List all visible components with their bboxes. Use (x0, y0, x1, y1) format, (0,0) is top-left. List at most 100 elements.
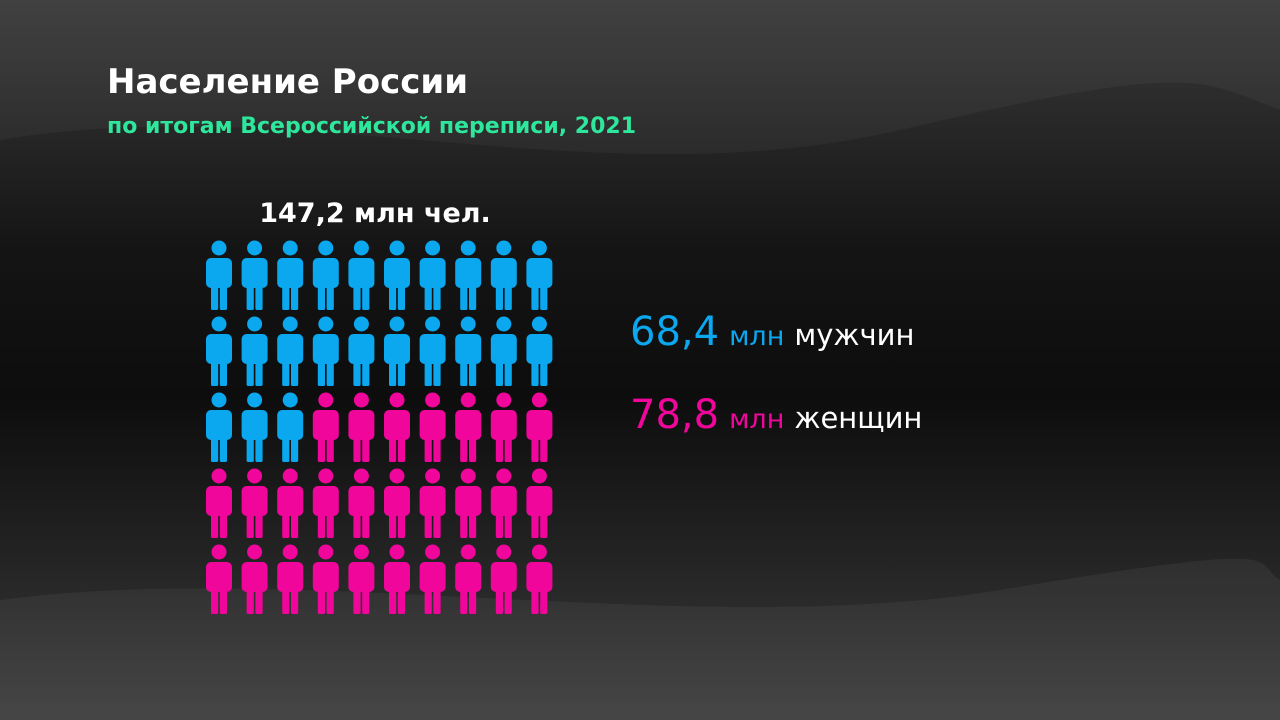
icon-body (277, 334, 304, 364)
icon-leg (531, 584, 539, 614)
person-icon (490, 240, 517, 310)
icon-body (348, 258, 375, 288)
person-icon (384, 468, 410, 538)
icon-head (425, 240, 441, 256)
icon-body (455, 486, 482, 516)
icon-head (460, 544, 476, 560)
person-icon (277, 392, 304, 462)
title: Население России (107, 62, 468, 102)
person-icon (419, 468, 446, 538)
icon-leg (362, 280, 370, 310)
icon-leg (389, 584, 397, 614)
icon-leg (353, 280, 361, 310)
icon-leg (219, 508, 227, 538)
icon-head (460, 468, 476, 484)
icon-leg (389, 356, 397, 386)
person-icon (206, 316, 232, 386)
icon-body (206, 410, 232, 440)
icon-body (455, 410, 482, 440)
person-icon (277, 544, 304, 614)
icon-leg (211, 356, 219, 386)
person-icon (526, 240, 553, 310)
person-icon (384, 392, 410, 462)
icon-leg (433, 584, 441, 614)
icon-head (389, 392, 405, 408)
icon-leg (397, 356, 405, 386)
icon-head (318, 316, 334, 332)
icon-body (312, 486, 339, 516)
icon-leg (495, 356, 503, 386)
icon-leg (469, 508, 477, 538)
person-icon (455, 316, 482, 386)
icon-body (348, 486, 375, 516)
icon-head (247, 392, 263, 408)
icon-head (318, 468, 334, 484)
icon-body (206, 562, 232, 592)
icon-body (241, 486, 268, 516)
icon-leg (362, 356, 370, 386)
icon-head (531, 544, 547, 560)
icon-head (247, 468, 263, 484)
icon-leg (460, 584, 468, 614)
icon-head (389, 240, 405, 256)
icon-leg (433, 432, 441, 462)
person-icon (526, 392, 553, 462)
icon-body (419, 258, 446, 288)
icon-head (247, 316, 263, 332)
icon-leg (291, 432, 299, 462)
icon-head (211, 316, 227, 332)
icon-leg (424, 356, 432, 386)
icon-leg (495, 584, 503, 614)
legend-entry: 68,4 млн мужчин (630, 309, 914, 355)
icon-leg (362, 432, 370, 462)
icon-leg (540, 508, 548, 538)
icon-body (348, 562, 375, 592)
icon-body (206, 334, 232, 364)
icon-head (496, 544, 512, 560)
person-icon (490, 468, 517, 538)
icon-leg (326, 584, 334, 614)
person-icon (490, 544, 517, 614)
icon-leg (397, 280, 405, 310)
icon-head (425, 468, 441, 484)
icon-leg (291, 280, 299, 310)
icon-leg (433, 280, 441, 310)
icon-leg (317, 508, 325, 538)
icon-head (318, 392, 334, 408)
icon-body (490, 334, 517, 364)
person-icon (277, 468, 304, 538)
icon-head (247, 240, 263, 256)
person-icon (241, 240, 268, 310)
icon-head (282, 240, 298, 256)
icon-leg (389, 280, 397, 310)
icon-leg (255, 584, 263, 614)
icon-leg (291, 508, 299, 538)
icon-head (318, 544, 334, 560)
icon-leg (219, 280, 227, 310)
icon-body (241, 410, 268, 440)
icon-body (455, 258, 482, 288)
icon-body (455, 562, 482, 592)
icon-leg (211, 280, 219, 310)
icon-leg (424, 584, 432, 614)
person-icon (312, 468, 339, 538)
icon-body (312, 562, 339, 592)
icon-head (460, 316, 476, 332)
icon-body (490, 258, 517, 288)
person-icon (455, 468, 482, 538)
person-icon (384, 544, 410, 614)
icon-head (353, 468, 369, 484)
person-icon (277, 240, 304, 310)
icon-body (206, 258, 232, 288)
person-icon (241, 544, 268, 614)
icon-body (490, 486, 517, 516)
icon-body (277, 486, 304, 516)
icon-head (211, 468, 227, 484)
icon-leg (531, 280, 539, 310)
icon-leg (540, 280, 548, 310)
icon-leg (211, 584, 219, 614)
legend-name: мужчин (794, 318, 914, 352)
person-icon (206, 468, 232, 538)
person-icon (348, 544, 375, 614)
person-icon (384, 240, 410, 310)
